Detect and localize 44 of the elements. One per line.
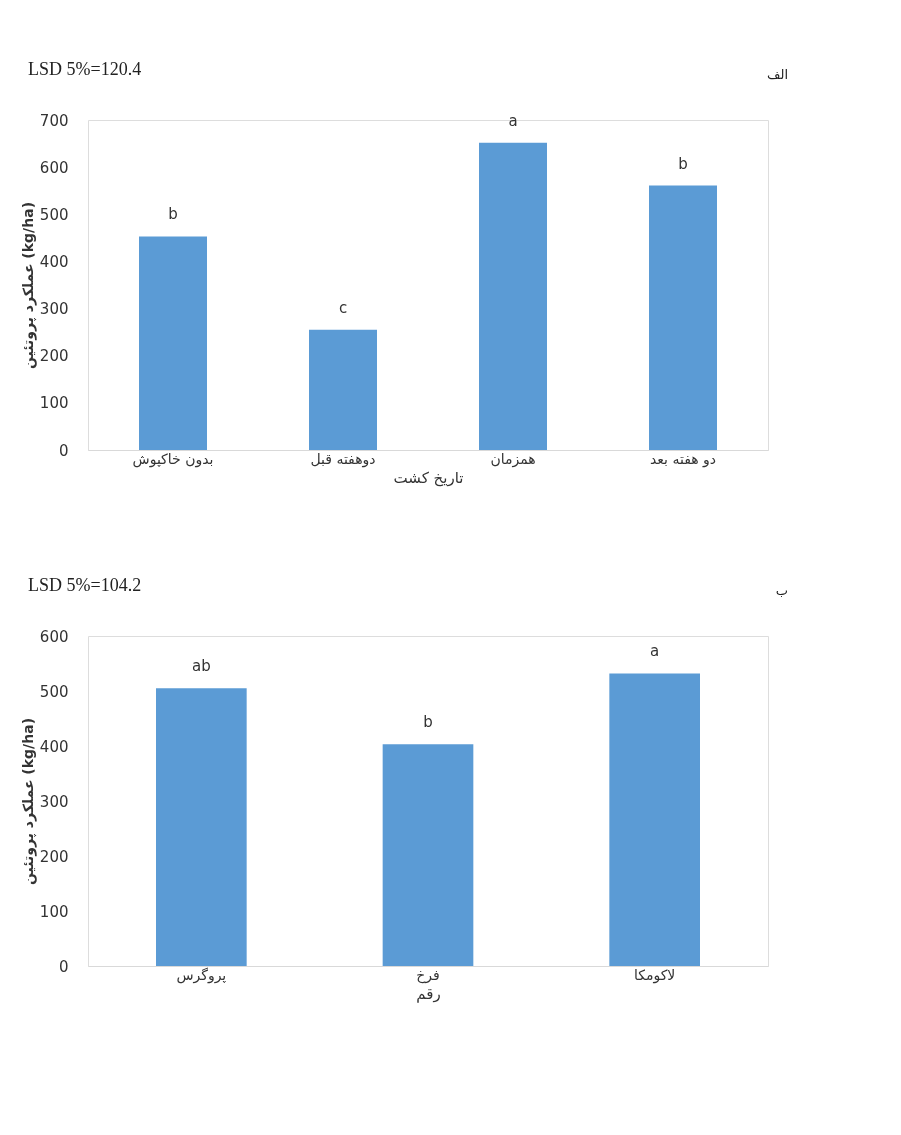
bar <box>649 185 717 450</box>
y-tick-label: 300 <box>39 300 69 319</box>
y-tick-label: 500 <box>39 205 69 224</box>
y-tick-label: 400 <box>39 252 69 271</box>
text: LSD 5%=120.4 <box>28 59 142 79</box>
text: LSD 5%=104.2 <box>28 575 142 595</box>
y-tick-label: 200 <box>39 847 69 866</box>
y-tick-label: 700 <box>39 111 69 130</box>
annotation: c <box>338 298 348 317</box>
y-axis-title: عملکرد پروتئین (kg/ha) <box>19 717 37 886</box>
x-tick-label: دو هفته بعد <box>649 450 717 468</box>
x-tick-label: فرخ <box>416 966 440 984</box>
y-axis-title: عملکرد پروتئین (kg/ha) <box>19 201 37 370</box>
y-tick-label: 600 <box>39 158 69 177</box>
bar <box>156 688 247 966</box>
bar <box>382 744 474 966</box>
x-axis-title: تاریخ کشت <box>393 468 464 487</box>
bar <box>309 329 377 450</box>
y-tick-label: 0 <box>58 441 69 460</box>
x-axis-title: رقم <box>416 984 441 1003</box>
y-tick-label: 600 <box>39 627 69 646</box>
bar <box>609 673 700 966</box>
x-tick-label: همزمان <box>490 450 536 468</box>
annotation: ab <box>191 657 211 676</box>
x-tick-label: پروگرس <box>176 966 227 984</box>
annotation: b <box>678 154 688 173</box>
y-tick-label: 100 <box>39 902 69 921</box>
x-tick-label: بدون خاکپوش <box>132 450 214 468</box>
annotation: b <box>168 205 178 224</box>
y-tick-label: 500 <box>39 682 69 701</box>
bar <box>479 142 547 450</box>
annotation: a <box>508 111 518 130</box>
y-tick-label: 200 <box>39 347 69 366</box>
text: ب <box>775 583 788 598</box>
text: الف <box>766 67 788 82</box>
bar <box>139 236 207 450</box>
y-tick-label: 0 <box>58 957 69 976</box>
y-tick-label: 100 <box>39 394 69 413</box>
y-tick-label: 400 <box>39 737 69 756</box>
x-tick-label: لاکومکا <box>633 966 676 984</box>
annotation: b <box>423 713 433 732</box>
y-tick-label: 300 <box>39 792 69 811</box>
x-tick-label: دوهفته قبل <box>310 450 376 468</box>
annotation: a <box>650 642 660 661</box>
